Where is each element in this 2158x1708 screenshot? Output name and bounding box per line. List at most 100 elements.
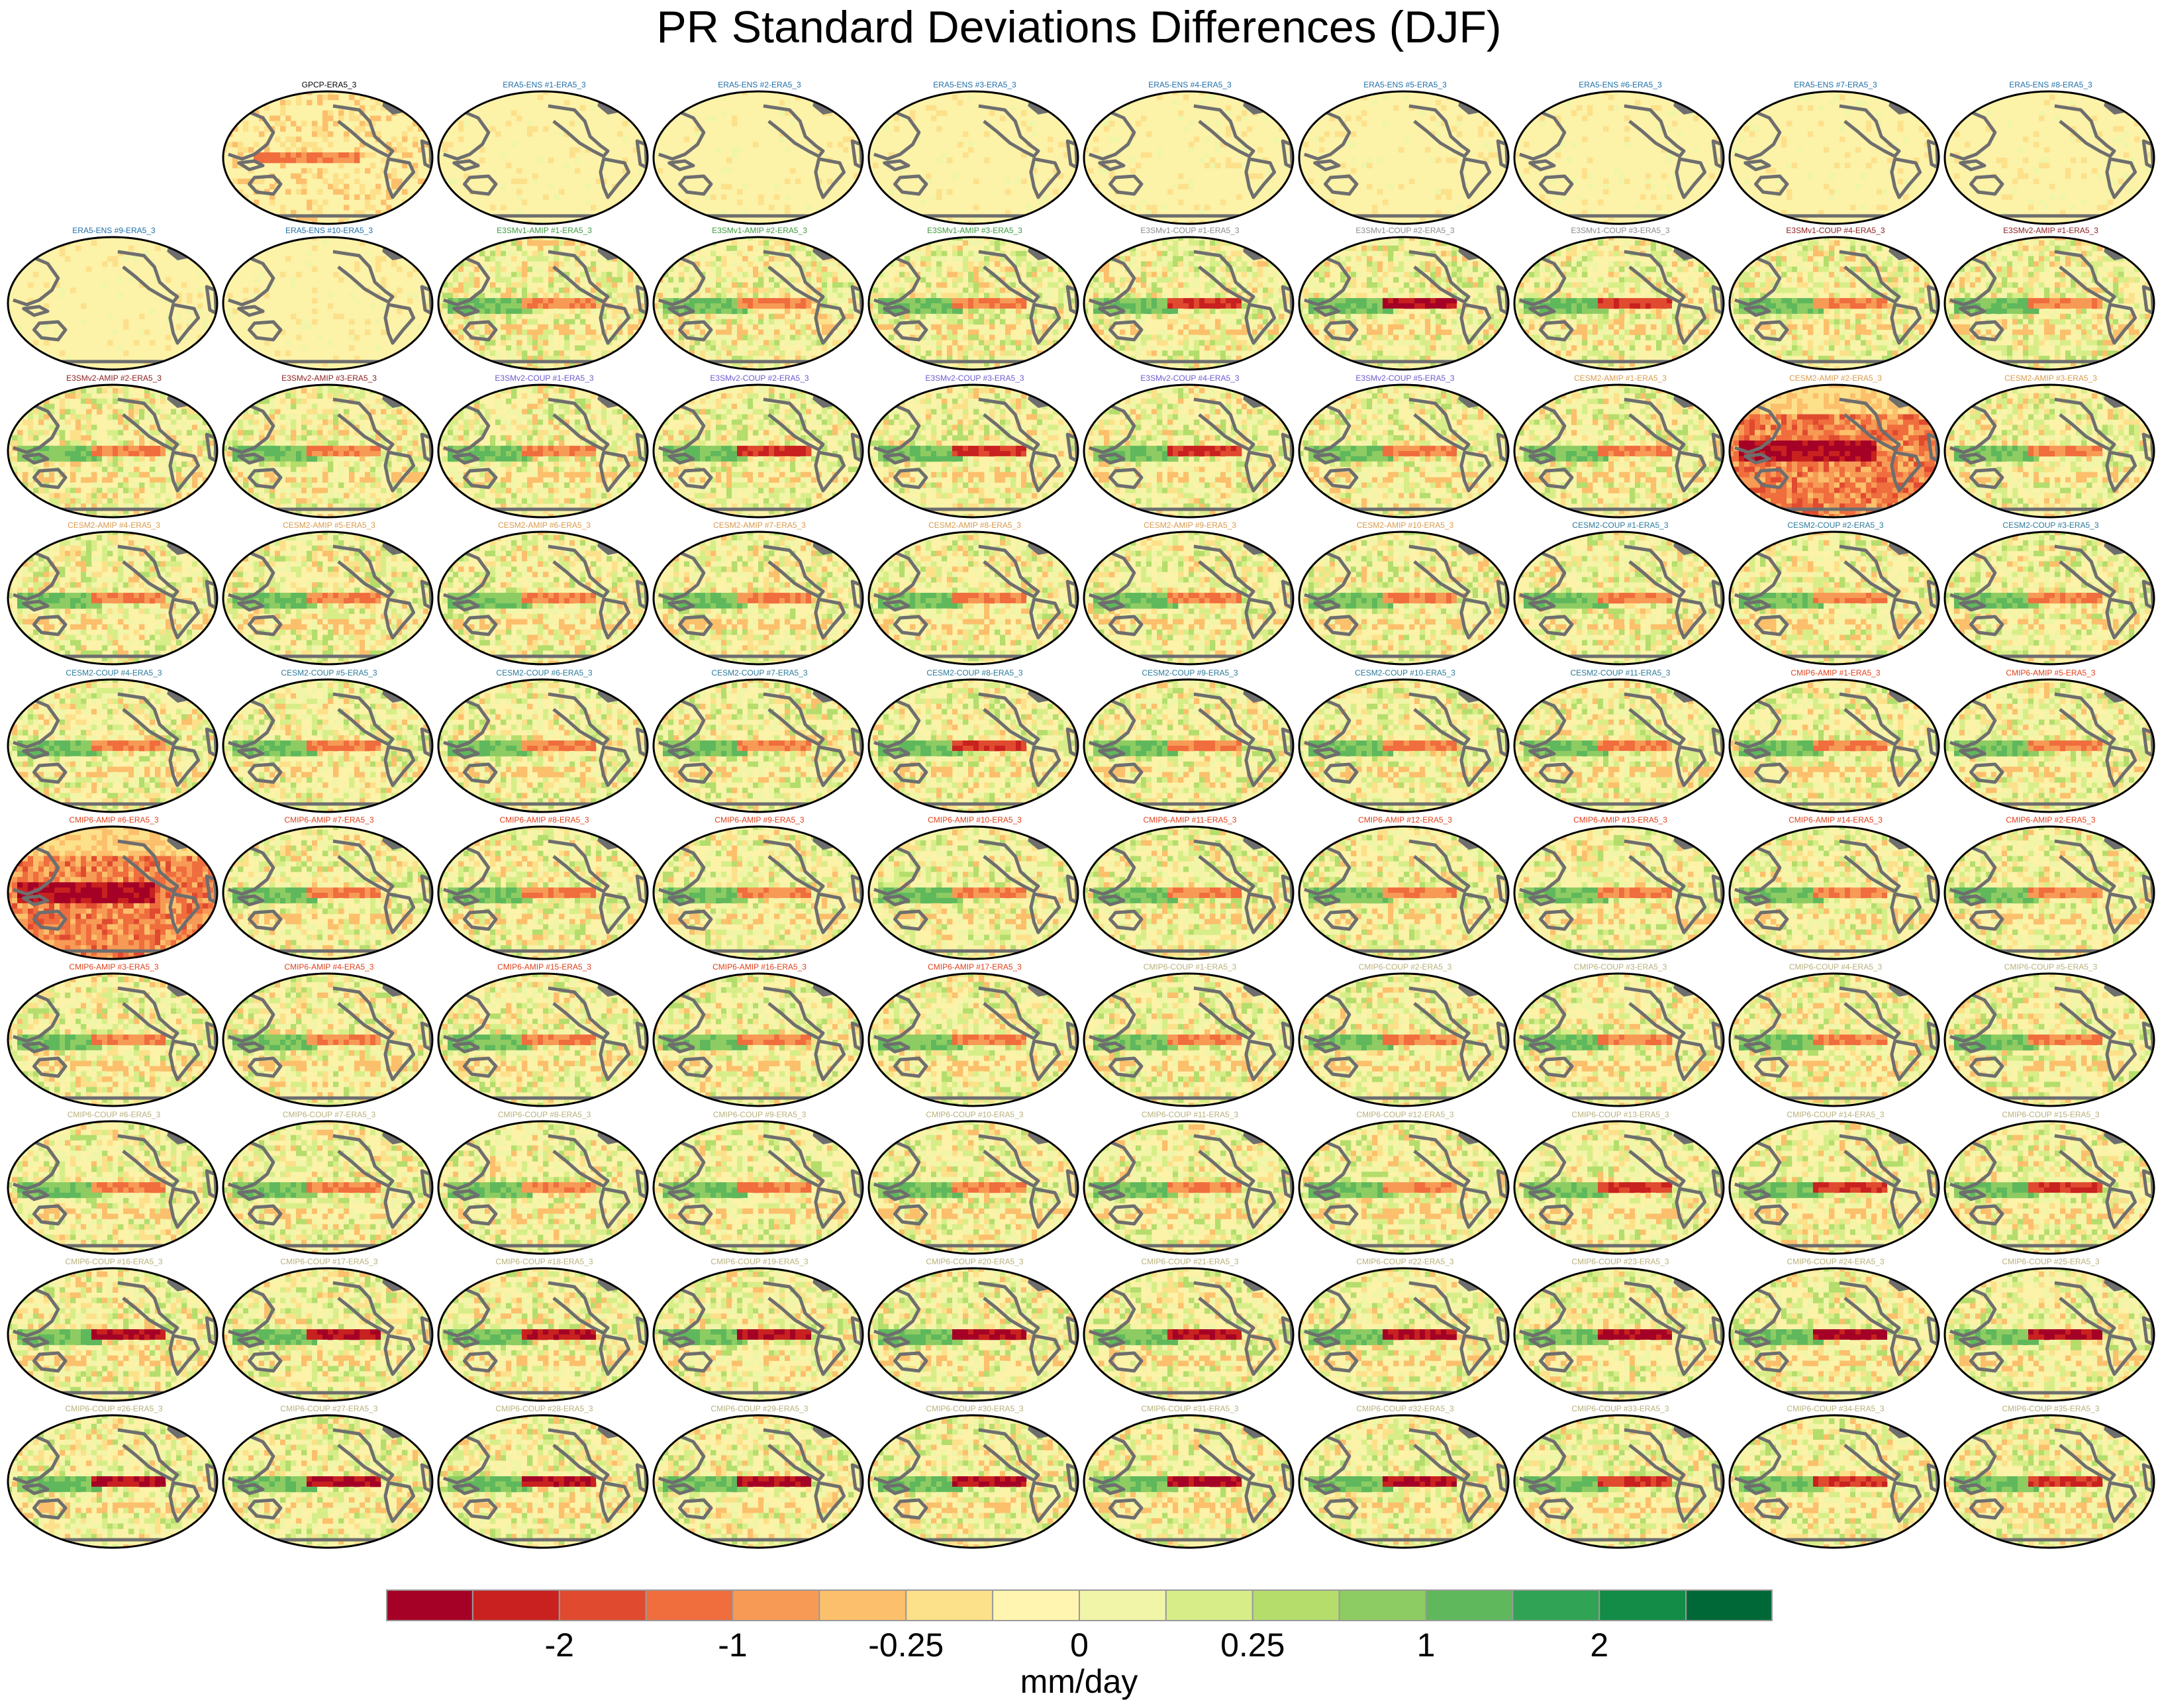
map-panel: ERA5-ENS #10-ERA5_3: [222, 226, 436, 373]
map-panel-globe: [1083, 1119, 1295, 1256]
map-panel: CMIP6-COUP #13-ERA5_3: [1513, 1110, 1728, 1257]
panel-label: E3SMv1-AMIP #3-ERA5_3: [867, 226, 1082, 235]
panel-label: CMIP6-AMIP #13-ERA5_3: [1513, 815, 1728, 825]
panel-label: CESM2-COUP #5-ERA5_3: [222, 668, 436, 678]
colorbar-tick-label: 0: [1070, 1626, 1089, 1664]
panel-label: CESM2-COUP #7-ERA5_3: [652, 668, 867, 678]
map-panel-globe: [1728, 1266, 1940, 1403]
map-panel-globe: [867, 678, 1079, 814]
map-panel: CMIP6-COUP #4-ERA5_3: [1728, 962, 1943, 1109]
panel-label: CESM2-COUP #2-ERA5_3: [1728, 521, 1943, 530]
map-panel-globe: [1298, 1413, 1510, 1550]
panel-label: ERA5-ENS #2-ERA5_3: [652, 80, 867, 89]
map-panel: E3SMv1-COUP #4-ERA5_3: [1728, 226, 1943, 373]
panel-label: E3SMv1-COUP #4-ERA5_3: [1728, 226, 1943, 235]
panel-label: GPCP-ERA5_3: [222, 80, 436, 89]
panel-label: CMIP6-AMIP #2-ERA5_3: [1943, 815, 2158, 825]
colorbar-tick-label: 1: [1417, 1626, 1436, 1664]
panel-label: CMIP6-AMIP #17-ERA5_3: [867, 962, 1082, 972]
map-panel-globe: [652, 1413, 864, 1550]
map-panel: CMIP6-AMIP #12-ERA5_3: [1298, 815, 1512, 962]
colorbar-swatch: [1686, 1589, 1773, 1621]
map-panel: CMIP6-COUP #32-ERA5_3: [1298, 1404, 1512, 1551]
map-panel-globe: [1083, 383, 1295, 519]
map-panel: CESM2-COUP #5-ERA5_3: [222, 668, 436, 815]
panel-label: CMIP6-AMIP #16-ERA5_3: [652, 962, 867, 972]
map-panel-globe: [437, 89, 649, 226]
map-panel: CMIP6-COUP #21-ERA5_3: [1083, 1257, 1297, 1404]
map-panel: CESM2-AMIP #9-ERA5_3: [1083, 521, 1297, 668]
map-panel-globe: [652, 383, 864, 519]
map-panel-globe: [7, 235, 219, 372]
map-panel-globe: [1513, 89, 1725, 226]
map-panel: CMIP6-COUP #17-ERA5_3: [222, 1257, 436, 1404]
colorbar-swatch: [386, 1589, 473, 1621]
map-panel: CMIP6-COUP #5-ERA5_3: [1943, 962, 2158, 1109]
panel-label: CESM2-AMIP #5-ERA5_3: [222, 521, 436, 530]
panel-label: E3SMv2-AMIP #1-ERA5_3: [1943, 226, 2158, 235]
panel-label: CMIP6-COUP #29-ERA5_3: [652, 1404, 867, 1413]
colorbar-tick-label: -2: [545, 1626, 574, 1664]
map-panel: CMIP6-AMIP #5-ERA5_3: [1943, 668, 2158, 815]
map-panel-globe: [1728, 383, 1940, 519]
panel-label: CMIP6-COUP #1-ERA5_3: [1083, 962, 1297, 972]
panel-label: ERA5-ENS #5-ERA5_3: [1298, 80, 1512, 89]
map-panel: ERA5-ENS #5-ERA5_3: [1298, 80, 1512, 227]
colorbar-swatch: [1599, 1589, 1686, 1621]
panel-label: E3SMv2-COUP #5-ERA5_3: [1298, 374, 1512, 383]
panel-label: E3SMv2-AMIP #3-ERA5_3: [222, 374, 436, 383]
map-panel-globe: [867, 972, 1079, 1108]
panel-label: CMIP6-AMIP #1-ERA5_3: [1728, 668, 1943, 678]
map-panel-globe: [1728, 1119, 1940, 1256]
panel-label: ERA5-ENS #8-ERA5_3: [1943, 80, 2158, 89]
panel-label: CMIP6-COUP #18-ERA5_3: [437, 1257, 652, 1266]
map-panel-globe: [1943, 235, 2155, 372]
map-panel: CESM2-AMIP #7-ERA5_3: [652, 521, 867, 668]
map-panel-globe: [222, 972, 434, 1108]
panel-label: CESM2-AMIP #2-ERA5_3: [1728, 374, 1943, 383]
panel-label: CMIP6-AMIP #10-ERA5_3: [867, 815, 1082, 825]
map-panel: CMIP6-AMIP #1-ERA5_3: [1728, 668, 1943, 815]
map-panel-globe: [437, 1413, 649, 1550]
map-panel-globe: [867, 383, 1079, 519]
map-panel: CMIP6-COUP #26-ERA5_3: [7, 1404, 221, 1551]
map-panel-globe: [652, 1119, 864, 1256]
map-panel: ERA5-ENS #8-ERA5_3: [1943, 80, 2158, 227]
map-panel-globe: [7, 383, 219, 519]
map-panel-globe: [1943, 678, 2155, 814]
panel-label: CMIP6-COUP #13-ERA5_3: [1513, 1110, 1728, 1119]
panel-label: CMIP6-AMIP #14-ERA5_3: [1728, 815, 1943, 825]
map-panel-globe: [1943, 1266, 2155, 1403]
panel-label: CESM2-AMIP #6-ERA5_3: [437, 521, 652, 530]
panel-label: CESM2-COUP #8-ERA5_3: [867, 668, 1082, 678]
map-panel-globe: [1728, 235, 1940, 372]
map-panel: CMIP6-AMIP #16-ERA5_3: [652, 962, 867, 1109]
map-panel-globe: [1083, 1266, 1295, 1403]
map-panel: ERA5-ENS #7-ERA5_3: [1728, 80, 1943, 227]
map-panel-globe: [437, 1119, 649, 1256]
panel-label: CESM2-COUP #6-ERA5_3: [437, 668, 652, 678]
panel-label: CESM2-AMIP #4-ERA5_3: [7, 521, 221, 530]
panel-label: ERA5-ENS #1-ERA5_3: [437, 80, 652, 89]
map-panel-globe: [1083, 1413, 1295, 1550]
panel-label: ERA5-ENS #3-ERA5_3: [867, 80, 1082, 89]
map-panel: CESM2-COUP #4-ERA5_3: [7, 668, 221, 815]
panel-label: CMIP6-COUP #11-ERA5_3: [1083, 1110, 1297, 1119]
panel-label: CMIP6-COUP #28-ERA5_3: [437, 1404, 652, 1413]
panel-label: CESM2-COUP #9-ERA5_3: [1083, 668, 1297, 678]
map-panel: CMIP6-AMIP #10-ERA5_3: [867, 815, 1082, 962]
panel-label: E3SMv2-COUP #3-ERA5_3: [867, 374, 1082, 383]
map-panel: CMIP6-COUP #12-ERA5_3: [1298, 1110, 1512, 1257]
map-panel: E3SMv2-AMIP #2-ERA5_3: [7, 374, 221, 521]
map-panel: CMIP6-COUP #8-ERA5_3: [437, 1110, 652, 1257]
panel-label: CESM2-AMIP #1-ERA5_3: [1513, 374, 1728, 383]
panel-label: E3SMv2-COUP #4-ERA5_3: [1083, 374, 1297, 383]
map-panel: CMIP6-COUP #28-ERA5_3: [437, 1404, 652, 1551]
colorbar-units: mm/day: [0, 1662, 2158, 1701]
map-panel-globe: [1943, 383, 2155, 519]
panel-label: CESM2-AMIP #9-ERA5_3: [1083, 521, 1297, 530]
map-panel: CMIP6-COUP #1-ERA5_3: [1083, 962, 1297, 1109]
map-panel: CMIP6-COUP #10-ERA5_3: [867, 1110, 1082, 1257]
colorbar-swatch: [1079, 1589, 1166, 1621]
colorbar-tick-label: 0.25: [1220, 1626, 1285, 1664]
